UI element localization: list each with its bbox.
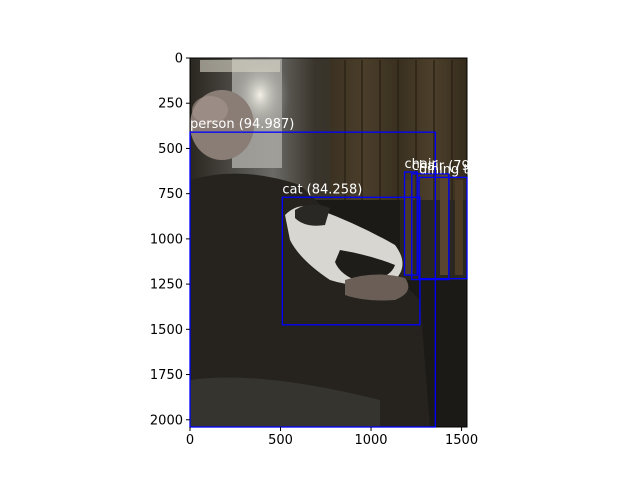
detection-label: chair (79 — [412, 159, 470, 174]
y-tick-label: 1250 — [150, 278, 183, 293]
y-tick-label: 2000 — [150, 413, 183, 428]
detection-label: person (94.987) — [190, 117, 294, 132]
y-tick-label: 500 — [158, 142, 183, 157]
x-tick-label: 500 — [268, 433, 293, 448]
y-tick-label: 1000 — [150, 232, 183, 247]
detection-label: dining t — [419, 162, 468, 177]
y-tick-label: 1500 — [150, 323, 183, 338]
x-tick-label: 1500 — [445, 433, 478, 448]
y-tick-label: 750 — [158, 187, 183, 202]
photo — [190, 55, 467, 427]
detection-label: chair — [405, 157, 438, 172]
detection-box — [411, 173, 450, 281]
x-tick-label: 1000 — [354, 433, 387, 448]
detection-label: cat (84.258) — [282, 182, 362, 197]
detection-box — [418, 176, 468, 280]
y-tick-label: 250 — [158, 97, 183, 112]
detection-box — [281, 196, 421, 326]
x-tick-label: 0 — [186, 433, 194, 448]
y-tick-label: 0 — [175, 52, 183, 67]
detection-box — [403, 171, 418, 276]
y-tick-label: 1750 — [150, 368, 183, 383]
